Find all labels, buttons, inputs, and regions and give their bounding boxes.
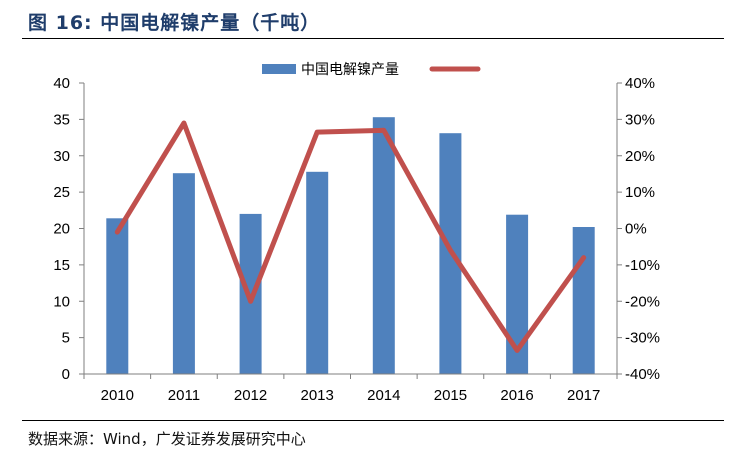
right-tick-label: -20% xyxy=(625,293,660,310)
left-tick-label: 40 xyxy=(53,75,70,92)
source-note: 数据来源：Wind，广发证券发展研究中心 xyxy=(28,430,306,448)
bar-2017 xyxy=(572,227,595,374)
bar-2016 xyxy=(506,214,529,374)
bar-2012 xyxy=(239,213,262,374)
right-tick-label: 30% xyxy=(625,111,655,128)
left-tick-label: 30 xyxy=(53,148,70,165)
title-rule xyxy=(22,38,724,39)
bar-2014 xyxy=(372,117,395,374)
chart-legend: 中国电解镍产量 xyxy=(262,61,481,77)
left-tick-label: 35 xyxy=(53,111,70,128)
x-tick-label: 2016 xyxy=(500,387,533,404)
x-tick-label: 2010 xyxy=(101,387,134,404)
bar-2011 xyxy=(172,173,195,374)
right-tick-label: 0% xyxy=(625,221,647,238)
right-tick-label: 10% xyxy=(625,184,655,201)
legend-bar-label: 中国电解镍产量 xyxy=(301,61,399,77)
x-tick-label: 2013 xyxy=(301,387,334,404)
x-tick-label: 2017 xyxy=(567,387,600,404)
legend-bar-swatch xyxy=(262,64,296,74)
x-tick-label: 2012 xyxy=(234,387,267,404)
left-tick-label: 20 xyxy=(53,221,70,238)
right-tick-label: -40% xyxy=(625,366,660,383)
bar-2010 xyxy=(106,218,129,374)
growth-rate-line xyxy=(114,120,587,353)
right-tick-label: 40% xyxy=(625,75,655,92)
figure-title: 图 16: 中国电解镍产量（千吨） xyxy=(28,12,321,34)
left-tick-label: 25 xyxy=(53,184,70,201)
right-tick-label: -10% xyxy=(625,257,660,274)
bar-2013 xyxy=(306,171,329,374)
x-tick-label: 2011 xyxy=(168,387,200,404)
production-chart: 中国电解镍产量 0 5 10 15 20 25 30 35 40 -40% -30% -20% -10%… xyxy=(53,61,660,404)
left-tick-label: 0 xyxy=(62,366,70,383)
x-tick-label: 2014 xyxy=(367,387,400,404)
left-tick-label: 15 xyxy=(53,257,70,274)
x-tick-label: 2015 xyxy=(434,387,467,404)
right-tick-label: -30% xyxy=(625,330,660,347)
source-rule xyxy=(22,420,724,421)
left-tick-label: 10 xyxy=(53,293,70,310)
right-tick-label: 20% xyxy=(625,148,655,165)
left-tick-label: 5 xyxy=(62,330,70,347)
